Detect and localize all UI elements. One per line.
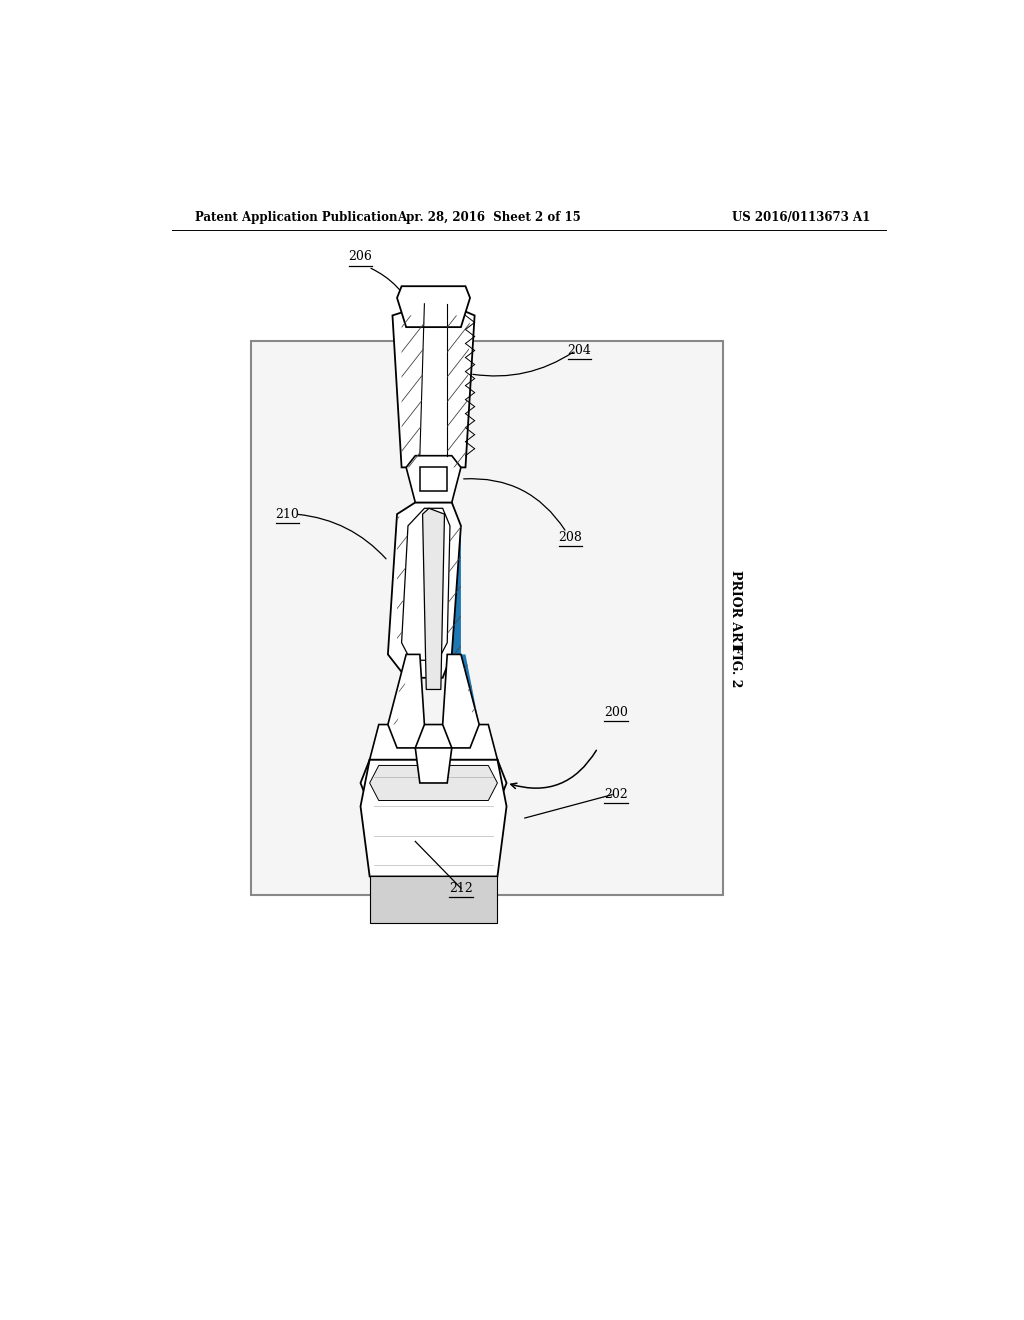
Text: US 2016/0113673 A1: US 2016/0113673 A1 [732, 211, 870, 224]
Text: 204: 204 [567, 345, 592, 356]
Text: Patent Application Publication: Patent Application Publication [196, 211, 398, 224]
Polygon shape [416, 748, 452, 783]
Text: 202: 202 [604, 788, 628, 801]
Polygon shape [388, 655, 411, 725]
Polygon shape [420, 467, 447, 491]
Text: FIG. 2: FIG. 2 [729, 645, 741, 688]
Polygon shape [447, 525, 461, 655]
Text: PRIOR ART: PRIOR ART [729, 570, 741, 651]
Polygon shape [447, 315, 470, 467]
Polygon shape [360, 759, 507, 876]
Text: 208: 208 [558, 531, 583, 544]
Polygon shape [388, 655, 424, 748]
Polygon shape [360, 759, 507, 807]
Text: 200: 200 [604, 706, 628, 719]
Polygon shape [370, 725, 498, 759]
Polygon shape [461, 655, 479, 725]
Text: Apr. 28, 2016  Sheet 2 of 15: Apr. 28, 2016 Sheet 2 of 15 [397, 211, 581, 224]
Polygon shape [388, 515, 408, 655]
Polygon shape [401, 508, 450, 660]
Polygon shape [442, 655, 479, 748]
Text: 210: 210 [275, 508, 299, 520]
Polygon shape [401, 315, 424, 467]
Text: 206: 206 [348, 251, 373, 264]
Polygon shape [370, 876, 498, 923]
Polygon shape [397, 286, 470, 327]
Polygon shape [370, 766, 498, 800]
Text: 212: 212 [450, 882, 473, 895]
Polygon shape [407, 455, 461, 503]
Polygon shape [423, 508, 444, 689]
Polygon shape [392, 304, 474, 467]
Polygon shape [388, 503, 461, 677]
Bar [251, 342, 723, 895]
